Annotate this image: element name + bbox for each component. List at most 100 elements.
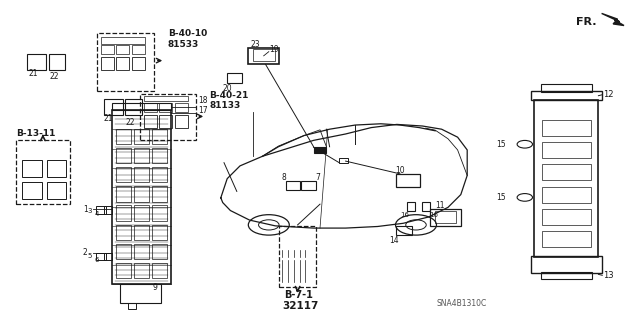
Text: 13: 13 bbox=[604, 271, 614, 280]
Bar bbox=[104, 206, 112, 214]
Bar bbox=[116, 263, 131, 278]
Bar bbox=[152, 225, 167, 240]
Bar bbox=[152, 129, 167, 144]
Bar bbox=[407, 202, 415, 211]
Text: 15: 15 bbox=[496, 193, 506, 202]
Bar bbox=[112, 103, 171, 110]
Bar bbox=[134, 186, 149, 202]
Bar bbox=[152, 205, 167, 221]
Bar bbox=[47, 160, 66, 177]
Bar bbox=[541, 272, 592, 279]
Text: 32117: 32117 bbox=[282, 301, 319, 311]
Text: 4: 4 bbox=[95, 211, 99, 217]
Text: 16: 16 bbox=[400, 212, 409, 218]
Bar bbox=[541, 84, 592, 92]
Bar bbox=[134, 129, 149, 144]
Text: 81533: 81533 bbox=[168, 40, 199, 48]
Bar bbox=[134, 244, 149, 259]
Bar bbox=[152, 167, 167, 182]
Bar bbox=[159, 103, 172, 112]
Bar bbox=[253, 49, 275, 61]
Bar bbox=[227, 73, 242, 83]
Bar bbox=[531, 256, 602, 273]
Bar bbox=[339, 158, 348, 163]
Bar bbox=[101, 45, 114, 54]
Bar bbox=[104, 253, 112, 260]
Text: 15: 15 bbox=[496, 140, 506, 149]
Text: 11: 11 bbox=[435, 201, 445, 210]
Bar bbox=[422, 202, 430, 211]
Bar bbox=[22, 160, 42, 177]
Bar bbox=[542, 142, 591, 158]
Bar bbox=[128, 303, 136, 309]
Text: FR.: FR. bbox=[576, 17, 596, 27]
Bar bbox=[542, 209, 591, 225]
Bar bbox=[152, 148, 167, 163]
Bar bbox=[112, 110, 171, 284]
Text: 7: 7 bbox=[316, 173, 321, 182]
Bar bbox=[97, 33, 154, 91]
Bar bbox=[134, 148, 149, 163]
Bar bbox=[134, 167, 149, 182]
Text: 81133: 81133 bbox=[209, 101, 241, 110]
Bar bbox=[116, 167, 131, 182]
Text: 8: 8 bbox=[282, 173, 286, 182]
Polygon shape bbox=[602, 13, 624, 26]
Bar bbox=[144, 103, 157, 112]
Bar bbox=[314, 147, 326, 153]
Bar bbox=[152, 186, 167, 202]
Text: 6: 6 bbox=[95, 256, 99, 263]
Bar bbox=[116, 244, 131, 259]
Bar bbox=[101, 57, 114, 70]
Bar bbox=[104, 99, 123, 115]
Bar bbox=[542, 187, 591, 203]
Text: 16: 16 bbox=[429, 212, 438, 218]
Bar bbox=[534, 100, 598, 257]
Bar bbox=[396, 174, 420, 187]
Bar bbox=[286, 181, 300, 190]
Bar bbox=[120, 284, 161, 303]
Bar bbox=[140, 94, 196, 140]
Text: SNA4B1310C: SNA4B1310C bbox=[436, 299, 487, 308]
Bar bbox=[16, 140, 70, 204]
Bar bbox=[430, 209, 461, 226]
Bar bbox=[435, 211, 456, 223]
Text: 17: 17 bbox=[198, 106, 207, 115]
Bar bbox=[542, 120, 591, 136]
Bar bbox=[132, 57, 145, 70]
Bar bbox=[279, 226, 316, 287]
Bar bbox=[531, 91, 602, 100]
Text: 18: 18 bbox=[198, 96, 207, 105]
Bar bbox=[301, 181, 316, 190]
Bar bbox=[542, 231, 591, 247]
Bar bbox=[144, 115, 157, 128]
Text: 2: 2 bbox=[83, 248, 88, 257]
Text: 14: 14 bbox=[389, 236, 399, 245]
Bar bbox=[132, 45, 145, 54]
Bar bbox=[175, 115, 188, 128]
Text: 19: 19 bbox=[269, 45, 278, 54]
Bar bbox=[96, 206, 106, 214]
Bar bbox=[49, 54, 65, 70]
Bar bbox=[125, 99, 142, 115]
Bar bbox=[152, 263, 167, 278]
Text: B-7-1: B-7-1 bbox=[284, 290, 313, 300]
Bar bbox=[134, 225, 149, 240]
Text: 5: 5 bbox=[87, 253, 92, 259]
Text: B-40-21: B-40-21 bbox=[209, 91, 249, 100]
Bar bbox=[116, 129, 131, 144]
Bar bbox=[116, 57, 129, 70]
Bar bbox=[144, 96, 188, 101]
Text: 21: 21 bbox=[104, 114, 113, 123]
Bar bbox=[396, 226, 412, 235]
Text: 21: 21 bbox=[28, 69, 38, 78]
Text: 10: 10 bbox=[396, 167, 405, 175]
Text: 1: 1 bbox=[83, 205, 88, 214]
Bar bbox=[22, 182, 42, 199]
Bar bbox=[159, 115, 172, 128]
Bar bbox=[116, 186, 131, 202]
Bar bbox=[175, 103, 188, 112]
Text: 23: 23 bbox=[251, 40, 260, 48]
Text: B-40-10: B-40-10 bbox=[168, 29, 207, 38]
Bar bbox=[47, 182, 66, 199]
